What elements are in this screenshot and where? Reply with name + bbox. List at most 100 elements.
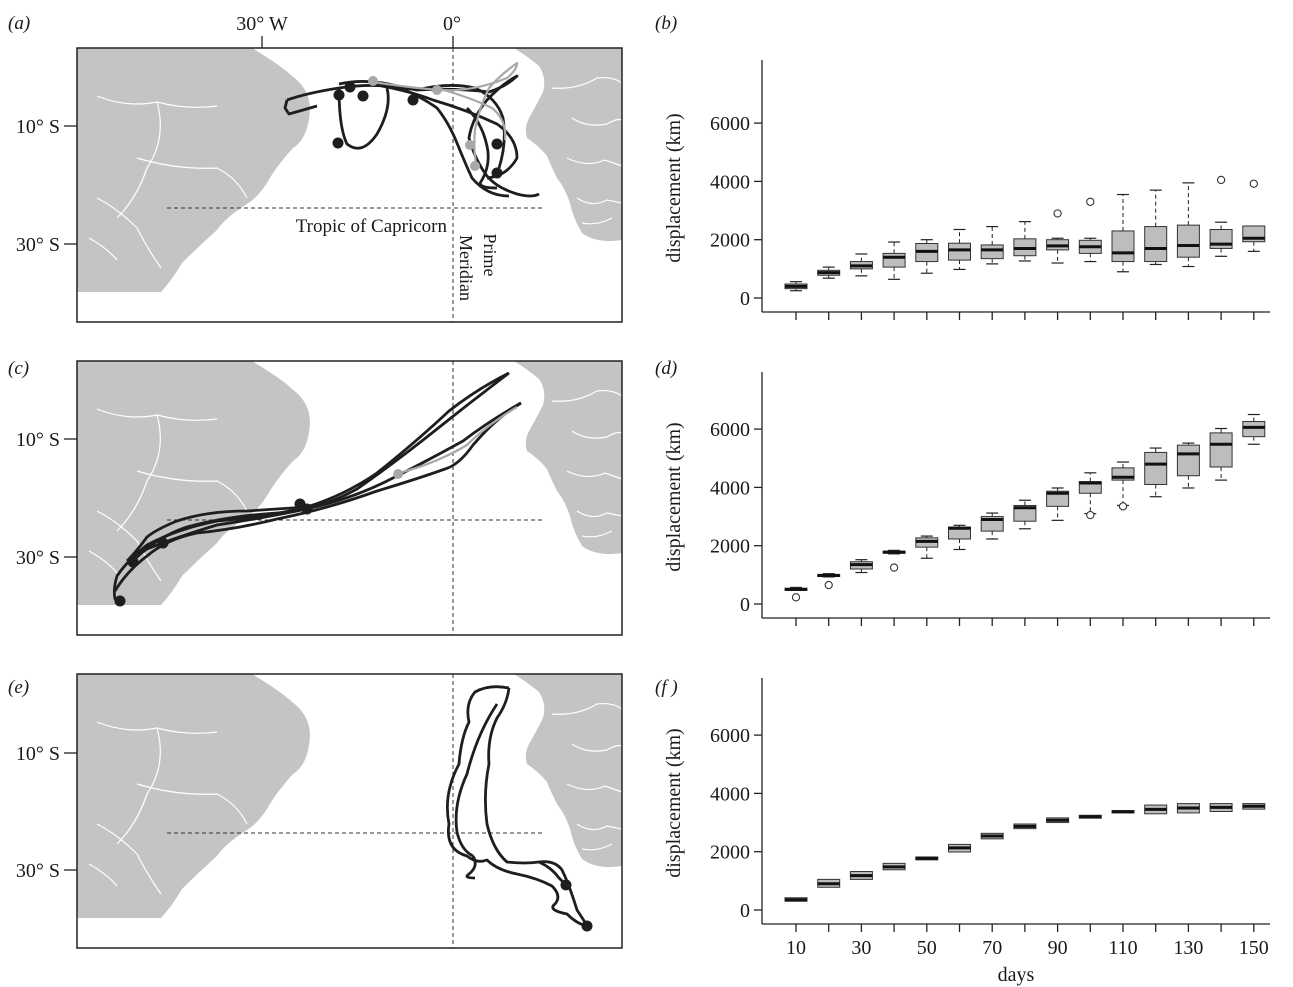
y-tick-label: 2000 <box>710 536 750 558</box>
box-x60 <box>948 228 971 271</box>
box-iqr <box>1209 432 1233 468</box>
panel-label: (f ) <box>655 677 678 698</box>
tropic-label: Tropic of Capricorn <box>296 216 448 237</box>
x-tick-label: 110 <box>1108 937 1137 959</box>
tracks-black <box>283 74 540 198</box>
lon-label-0: 0° <box>443 13 461 35</box>
y-axis-label: displacement (km) <box>663 113 685 262</box>
box-x100 <box>1078 472 1102 520</box>
track-endpoints <box>332 76 503 179</box>
box-x50 <box>915 535 939 559</box>
box-x90 <box>1046 487 1070 521</box>
box-x30 <box>849 253 873 277</box>
box-iqr <box>980 244 1004 260</box>
boxplot-panels: (b) 0 2000 4000 6000 displacement (km) (d) 0 200… <box>655 13 1270 986</box>
lat-label-10s-c: 10° S <box>16 429 60 451</box>
y-tick-label: 4000 <box>710 783 750 805</box>
box-x130 <box>1176 182 1200 268</box>
box-x100 <box>1078 197 1102 263</box>
box-x90 <box>1046 817 1070 824</box>
box-x80 <box>1013 221 1037 262</box>
y-tick-label: 6000 <box>710 419 750 441</box>
box-x40 <box>882 862 906 871</box>
box-x110 <box>1111 461 1135 511</box>
outlier-point <box>1086 510 1095 520</box>
y-tick-label: 2000 <box>710 230 750 252</box>
lat-label-30s-e: 30° S <box>16 860 60 882</box>
map-a-lon-ticks <box>64 36 454 245</box>
box-x70 <box>980 832 1004 840</box>
y-tick-label: 0 <box>740 900 750 922</box>
box-iqr <box>1046 490 1070 507</box>
box-x90 <box>1046 209 1070 264</box>
x-tick-label: 150 <box>1239 937 1269 959</box>
map-c-lat-ticks <box>64 438 77 558</box>
panel-label-a: (a) <box>8 13 30 34</box>
box-iqr <box>1209 228 1233 249</box>
box-x20 <box>817 266 841 279</box>
boxplot-f: (f ) 0 2000 4000 6000 displacement (km) 10 30 50… <box>655 677 1270 986</box>
box-x50 <box>915 856 939 861</box>
map-panel-c <box>76 360 623 636</box>
panel-label: (b) <box>655 13 677 34</box>
y-tick-label: 6000 <box>710 725 750 747</box>
box-x100 <box>1078 814 1102 819</box>
y-tick-label: 0 <box>740 288 750 310</box>
panel-label: (d) <box>655 358 677 379</box>
box-x60 <box>948 843 971 853</box>
box-iqr <box>1242 421 1266 438</box>
y-tick-label: 0 <box>740 594 750 616</box>
box-x30 <box>849 871 873 880</box>
box-x50 <box>915 239 939 274</box>
lat-label-30s-c: 30° S <box>16 547 60 569</box>
box-x140 <box>1209 175 1233 257</box>
x-tick-label: 50 <box>917 937 937 959</box>
x-tick-label: 30 <box>851 937 871 959</box>
track-endpoints <box>560 879 593 932</box>
box-x130 <box>1176 803 1200 814</box>
box-x40 <box>882 241 906 280</box>
box-x150 <box>1242 179 1266 252</box>
prime-label: Prime <box>480 234 500 277</box>
x-tick-label: 10 <box>786 937 806 959</box>
tracks-grey <box>398 406 518 475</box>
box-iqr <box>1176 444 1200 477</box>
lon-label-30w: 30° W <box>236 13 288 35</box>
box-x10 <box>784 586 808 602</box>
map-frame <box>76 360 623 636</box>
box-x120 <box>1144 447 1168 498</box>
box-x10 <box>784 897 808 902</box>
track-endpoints <box>114 469 403 607</box>
lat-label-10s-a: 10° S <box>16 116 60 138</box>
box-iqr <box>1176 224 1200 258</box>
box-iqr <box>882 252 906 268</box>
map-frame <box>76 673 623 949</box>
box-x60 <box>948 524 971 551</box>
outlier-point <box>791 593 801 602</box>
outlier-point <box>889 563 899 572</box>
box-iqr <box>1111 230 1135 263</box>
panel-label-e: (e) <box>8 677 29 698</box>
box-iqr <box>1144 451 1168 485</box>
x-tick-label: 90 <box>1048 937 1068 959</box>
y-tick-label: 4000 <box>710 477 750 499</box>
map-panel-e <box>76 673 623 949</box>
box-iqr <box>1013 504 1037 522</box>
y-axis-label: displacement (km) <box>663 422 685 571</box>
y-axis-label: displacement (km) <box>663 728 685 877</box>
outlier-point <box>1086 197 1095 206</box>
y-tick-label: 2000 <box>710 842 750 864</box>
boxplot-d: (d) 0 2000 4000 6000 displacement (km) <box>655 358 1270 626</box>
outlier-point <box>1249 179 1258 188</box>
outlier-point <box>824 580 833 590</box>
y-tick-label: 6000 <box>710 113 750 135</box>
x-axis-label: days <box>998 964 1035 986</box>
x-tick-label: 130 <box>1173 937 1203 959</box>
box-x10 <box>784 281 808 292</box>
box-x70 <box>980 512 1004 540</box>
tracks-black <box>112 371 522 606</box>
box-x110 <box>1111 810 1135 814</box>
box-x130 <box>1176 442 1200 489</box>
map-frame <box>76 47 623 323</box>
